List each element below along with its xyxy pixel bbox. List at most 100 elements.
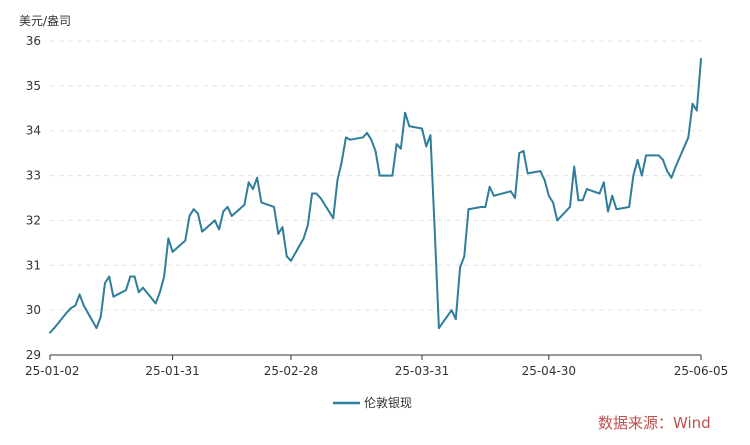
data-point [125, 289, 127, 291]
data-point [273, 206, 275, 208]
data-point [230, 215, 233, 217]
data-point [391, 174, 394, 177]
data-point [514, 197, 516, 199]
data-point [408, 125, 411, 128]
data-point [332, 217, 335, 220]
data-point [218, 228, 220, 231]
data-point [349, 138, 352, 141]
data-point [662, 158, 664, 161]
data-point [201, 230, 204, 233]
x-tick-label: 25-02-28 [264, 364, 318, 378]
data-point [573, 165, 576, 168]
data-point [129, 275, 132, 278]
data-point [488, 185, 491, 188]
y-axis-tick-labels: 29 30 31 32 33 34 35 36 [26, 34, 41, 362]
data-point [628, 206, 631, 208]
data-point [378, 174, 381, 177]
data-point [99, 315, 102, 318]
data-point [463, 255, 466, 258]
data-point [585, 188, 588, 190]
data-point [484, 206, 487, 208]
data-point [361, 136, 364, 139]
data-point [49, 331, 51, 334]
data-point [213, 219, 216, 222]
x-tick-label: 25-04-30 [522, 364, 576, 378]
data-point [306, 224, 309, 226]
data-point [252, 188, 254, 190]
data-point [247, 181, 250, 184]
data-point [340, 161, 343, 164]
data-point [429, 134, 432, 137]
data-point [395, 143, 398, 146]
data-point [70, 307, 73, 309]
data-point [184, 239, 187, 242]
data-point [691, 102, 694, 105]
data-point [666, 170, 669, 172]
data-point [547, 194, 550, 197]
data-source-label: 数据来源：Wind [598, 414, 711, 432]
legend[interactable]: 伦敦银现 [333, 395, 412, 410]
series-line [49, 57, 702, 334]
data-point [509, 190, 512, 193]
x-axis: 25-01-02 25-01-31 25-02-28 25-03-31 25-04-30… [25, 354, 728, 378]
data-point [366, 132, 368, 134]
data-point [492, 194, 495, 197]
data-point [640, 174, 643, 177]
data-point [256, 176, 259, 179]
data-point [78, 293, 81, 296]
x-tick-label: 25-01-31 [145, 364, 199, 378]
data-point [142, 286, 144, 289]
series-lines [49, 57, 702, 334]
data-point [108, 275, 111, 278]
data-point [345, 136, 347, 139]
data-point [459, 266, 461, 269]
data-point [539, 170, 542, 172]
data-point [192, 208, 195, 211]
y-tick-label: 30 [26, 303, 41, 317]
data-point [281, 226, 284, 229]
data-point [577, 199, 580, 202]
data-point [159, 291, 161, 294]
data-point [154, 302, 157, 305]
data-point [433, 228, 436, 231]
data-point [302, 237, 305, 240]
data-point [522, 150, 525, 152]
gridlines [50, 40, 701, 311]
data-point [700, 58, 702, 60]
data-point [311, 192, 313, 195]
data-point [421, 127, 423, 130]
y-tick-label: 35 [26, 79, 41, 93]
data-point [518, 152, 521, 155]
data-point [636, 158, 639, 161]
data-point [645, 154, 647, 157]
data-point [104, 282, 106, 285]
data-point [226, 206, 229, 208]
data-point [243, 203, 246, 206]
data-point [74, 304, 77, 307]
data-point [611, 194, 614, 197]
data-point [374, 150, 377, 152]
data-point [602, 181, 605, 184]
y-tick-label: 29 [26, 348, 41, 362]
data-point [467, 208, 470, 211]
data-point [581, 199, 584, 202]
data-point [112, 295, 115, 298]
data-point [336, 179, 339, 181]
data-point [480, 206, 483, 208]
y-tick-label: 31 [26, 258, 41, 272]
data-point [687, 136, 690, 139]
data-point [53, 327, 56, 329]
data-point [82, 304, 85, 307]
data-point [167, 237, 170, 240]
data-point [277, 232, 280, 235]
data-point [319, 197, 322, 199]
data-point [285, 255, 288, 258]
data-point [399, 147, 402, 150]
data-point [137, 291, 140, 294]
data-point [607, 210, 609, 213]
data-point [670, 176, 673, 179]
data-point [695, 109, 698, 112]
x-tick-label: 25-03-31 [395, 364, 449, 378]
data-point [615, 208, 618, 211]
data-point [163, 275, 166, 278]
